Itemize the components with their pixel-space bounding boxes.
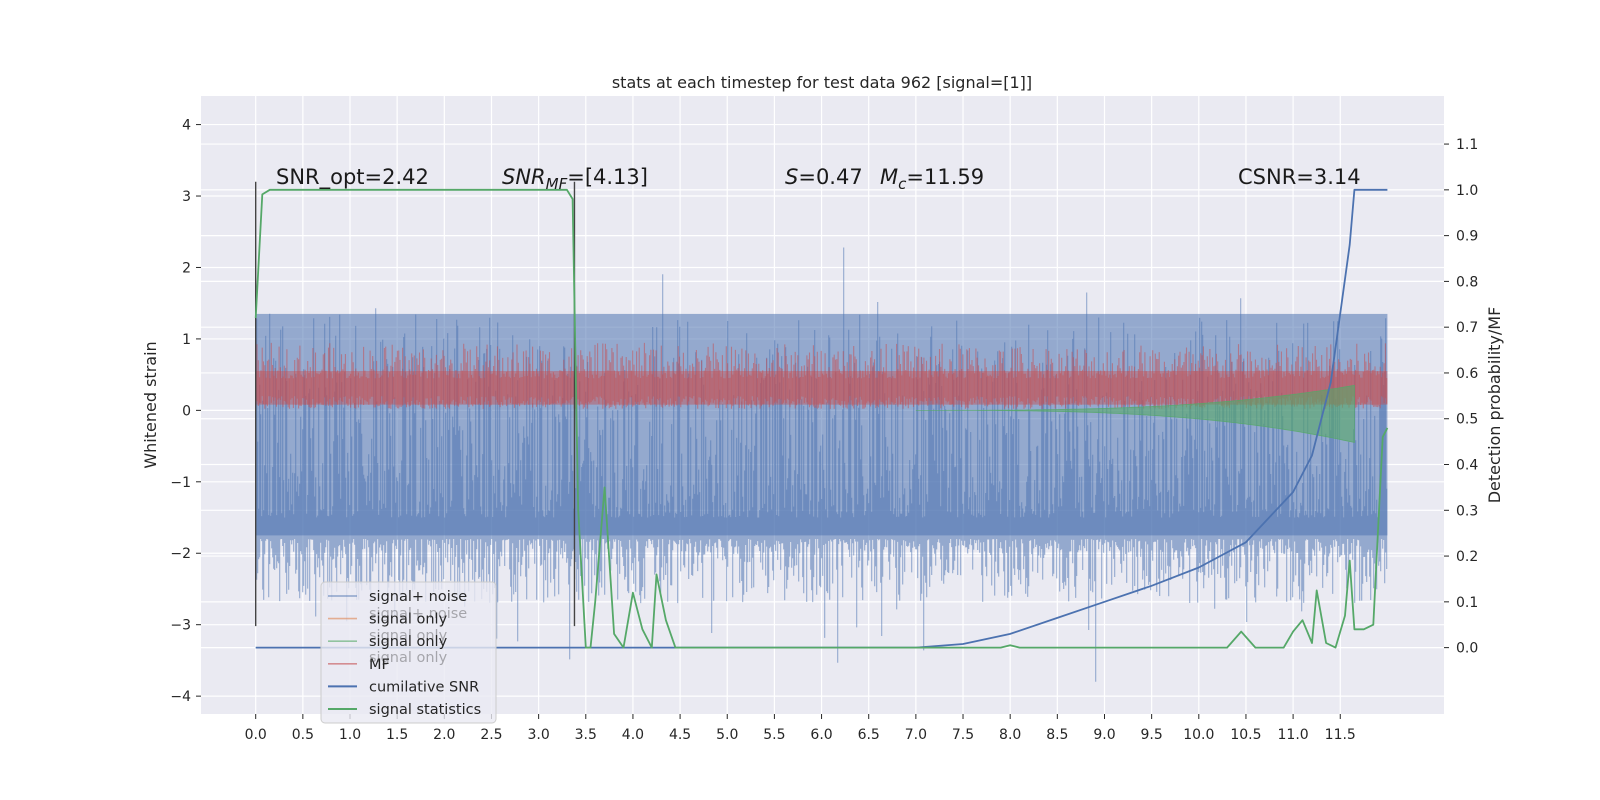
annotation-snr-mf-value: =[4.13] xyxy=(567,165,648,189)
annotation-s: S=0.47 xyxy=(785,165,863,189)
y2-tick-label: 0.2 xyxy=(1456,549,1478,565)
y2-tick-label: 0.5 xyxy=(1456,412,1478,428)
legend-label: signal+ noise xyxy=(369,589,467,605)
legend-ghost-label: signal only xyxy=(369,650,448,666)
x-tick-label: 2.0 xyxy=(433,727,455,743)
x-tick-label: 1.5 xyxy=(386,727,408,743)
y-tick-label: −1 xyxy=(170,475,191,491)
x-tick-label: 5.0 xyxy=(716,727,738,743)
annotation-mc-value: =11.59 xyxy=(906,165,984,189)
x-tick-label: 10.5 xyxy=(1230,727,1261,743)
annotation-mc-sub: c xyxy=(898,175,907,193)
x-tick-label: 7.5 xyxy=(952,727,974,743)
x-tick-label: 2.5 xyxy=(480,727,502,743)
x-tick-label: 8.0 xyxy=(999,727,1021,743)
y-axis-ticks: 4 3 2 1 0 −1 −2 −3 −4 xyxy=(170,118,201,705)
x-tick-label: 10.0 xyxy=(1183,727,1214,743)
x-tick-label: 9.5 xyxy=(1141,727,1163,743)
legend-box xyxy=(320,581,497,724)
y-tick-label: 2 xyxy=(182,260,191,276)
legend-label: signal only xyxy=(369,634,448,650)
y-tick-label: 4 xyxy=(182,118,191,134)
x-tick-label: 3.0 xyxy=(527,727,549,743)
y2-tick-label: 0.1 xyxy=(1456,595,1478,611)
signal-only-envelope xyxy=(915,384,1355,443)
annotation-mc-main: M xyxy=(880,165,898,189)
x-tick-label: 11.0 xyxy=(1278,727,1309,743)
legend-ghost-label: signal+ noise xyxy=(369,606,467,622)
x-tick-label: 9.0 xyxy=(1093,727,1115,743)
y2-tick-label: 0.9 xyxy=(1456,229,1478,245)
y-tick-label: 1 xyxy=(182,332,191,348)
y2-tick-label: 0.6 xyxy=(1456,366,1478,382)
legend-label: MF xyxy=(369,657,390,673)
mf-series xyxy=(255,342,1388,409)
x-axis-ticks: 0.0 0.5 1.0 1.5 2.0 2.5 3.0 3.5 4.0 4.5 5.0 5.5 6.0 6… xyxy=(245,714,1356,743)
y2-axis-label: Detection probability/MF xyxy=(1485,307,1504,504)
y2-tick-label: 1.1 xyxy=(1456,137,1478,153)
y2-tick-label: 0.7 xyxy=(1456,320,1478,336)
annotation-mc: Mc=11.59 xyxy=(880,165,984,193)
y-tick-label: −4 xyxy=(170,689,191,705)
y-tick-label: 0 xyxy=(182,403,191,419)
x-tick-label: 0.5 xyxy=(292,727,314,743)
y2-tick-label: 0.4 xyxy=(1456,458,1478,474)
x-tick-label: 11.5 xyxy=(1325,727,1356,743)
x-tick-label: 3.5 xyxy=(575,727,597,743)
x-tick-label: 6.0 xyxy=(810,727,832,743)
signal-only-series xyxy=(915,384,1355,443)
y2-tick-label: 0.0 xyxy=(1456,641,1478,657)
annotation-s-value: =0.47 xyxy=(798,165,862,189)
legend-label: cumilative SNR xyxy=(369,679,479,695)
y-tick-label: −3 xyxy=(170,618,191,634)
y2-tick-label: 0.3 xyxy=(1456,503,1478,519)
signal-statistics-series xyxy=(254,188,1389,649)
x-tick-label: 0.0 xyxy=(245,727,267,743)
y-axis-label: Whitened strain xyxy=(141,341,160,468)
y2-axis-ticks: 1.1 1.0 0.9 0.8 0.7 0.6 0.5 0.4 0.3 0.2 0.1 0.0 xyxy=(1444,137,1478,657)
x-tick-label: 6.5 xyxy=(858,727,880,743)
y2-tick-label: 1.0 xyxy=(1456,183,1478,199)
annotation-snr-opt: SNR_opt=2.42 xyxy=(276,165,429,190)
x-tick-label: 8.5 xyxy=(1046,727,1068,743)
x-tick-label: 7.0 xyxy=(905,727,927,743)
legend-ghost-label: signal only xyxy=(369,628,448,644)
x-tick-label: 4.5 xyxy=(669,727,691,743)
y2-tick-label: 0.8 xyxy=(1456,274,1478,290)
signal-statistics-line xyxy=(254,188,1389,649)
annotation-snr-mf: SNRMF=[4.13] xyxy=(502,165,648,193)
x-tick-label: 5.5 xyxy=(763,727,785,743)
y-tick-label: 3 xyxy=(182,189,191,205)
signal-noise-series xyxy=(255,247,1388,682)
cumulative-snr-series xyxy=(255,188,1388,649)
x-tick-label: 4.0 xyxy=(622,727,644,743)
annotation-csnr: CSNR=3.14 xyxy=(1238,165,1361,189)
x-tick-label: 1.0 xyxy=(339,727,361,743)
chart-title: stats at each timestep for test data 962… xyxy=(612,73,1032,92)
annotation-snr-mf-sub: MF xyxy=(546,175,568,193)
legend-label: signal only xyxy=(369,612,448,628)
annotation-s-main: S xyxy=(785,165,798,189)
annotation-snr-mf-main: SNR xyxy=(502,165,546,189)
signal-noise-core xyxy=(255,313,1388,536)
legend-label: signal statistics xyxy=(369,702,481,718)
y-tick-label: −2 xyxy=(170,546,191,562)
cumulative-snr-line xyxy=(255,188,1388,649)
